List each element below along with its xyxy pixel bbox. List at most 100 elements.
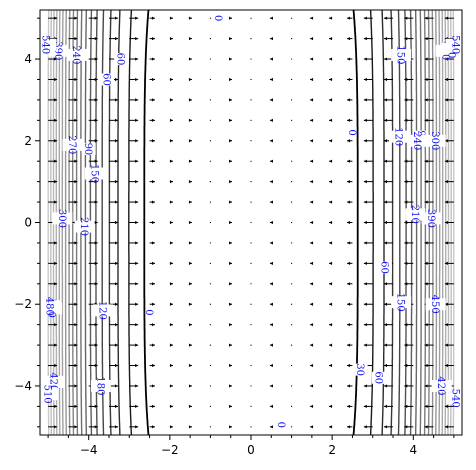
- contour-label: 60: [378, 261, 389, 274]
- vector-arrowhead: [54, 261, 58, 265]
- vector-arrowhead: [384, 139, 388, 143]
- vector-arrowhead: [94, 37, 98, 41]
- vector-arrowhead: [269, 323, 273, 327]
- vector-arrowhead: [151, 159, 155, 163]
- vector-arrowhead: [151, 323, 155, 327]
- vector-arrowhead: [188, 200, 192, 204]
- vector-arrowhead: [384, 16, 388, 20]
- contour-label: 60: [372, 371, 383, 384]
- vector-arrowhead: [114, 425, 118, 429]
- vector-arrowhead: [424, 118, 428, 122]
- vector-arrowhead: [54, 425, 58, 429]
- vector-arrowhead: [329, 343, 333, 347]
- vector-arrowhead: [94, 98, 98, 102]
- vector-arrowhead: [329, 180, 333, 184]
- vector-arrowhead: [229, 282, 233, 286]
- contour-label-bg: [62, 138, 83, 151]
- x-tick-label: −4: [80, 443, 98, 457]
- vector-arrowhead: [151, 363, 155, 368]
- vector-arrowhead: [74, 282, 78, 286]
- vector-arrowhead: [151, 77, 155, 82]
- vector-dot: [209, 262, 212, 264]
- contour-label-bg: [81, 142, 96, 155]
- contour-label: 240: [411, 131, 422, 150]
- vector-arrowhead: [269, 16, 273, 20]
- vector-arrowhead: [188, 220, 192, 225]
- y-tick-label: −2: [14, 297, 32, 311]
- vector-arrowhead: [229, 363, 233, 368]
- vector-arrowhead: [424, 159, 428, 163]
- vector-dot: [290, 17, 293, 19]
- vector-arrowhead: [151, 200, 155, 204]
- contour-label: 0: [212, 15, 223, 21]
- vector-dot: [209, 242, 212, 244]
- vector-arrowhead: [444, 57, 448, 61]
- vector-arrowhead: [229, 384, 233, 388]
- vector-arrowhead: [310, 180, 314, 184]
- vector-dot: [209, 140, 212, 142]
- vector-arrowhead: [135, 261, 139, 265]
- vector-arrowhead: [114, 282, 118, 286]
- vector-arrowhead: [424, 282, 428, 286]
- vector-arrowhead: [74, 200, 78, 204]
- vector-arrowhead: [310, 220, 314, 225]
- vector-arrowhead: [74, 77, 78, 82]
- vector-arrowhead: [329, 302, 333, 306]
- vector-arrowhead: [384, 77, 388, 82]
- contour-label-bg: [425, 298, 446, 311]
- vector-dot: [290, 78, 293, 81]
- vector-arrowhead: [384, 220, 388, 225]
- contour-label: 270: [66, 135, 77, 154]
- vector-arrowhead: [54, 363, 58, 368]
- vector-dot: [250, 78, 252, 81]
- vector-arrowhead: [74, 425, 78, 429]
- vector-arrowhead: [229, 159, 233, 163]
- vector-dot: [250, 17, 252, 19]
- contour-line-left: [143, 10, 150, 435]
- vector-arrowhead: [169, 98, 173, 102]
- y-axis-tick-labels: −4 −2 0 2 4: [14, 52, 32, 393]
- vector-arrowhead: [135, 139, 139, 143]
- vector-arrowhead: [229, 343, 233, 347]
- vector-arrowhead: [424, 323, 428, 327]
- vector-dot: [209, 99, 212, 101]
- vector-arrowhead: [114, 200, 118, 204]
- vector-arrowhead: [347, 37, 351, 41]
- vector-arrowhead: [363, 159, 367, 163]
- vector-arrowhead: [188, 241, 192, 245]
- vector-arrowhead: [94, 343, 98, 347]
- vector-arrowhead: [229, 425, 233, 429]
- vector-arrowhead: [94, 118, 98, 122]
- vector-arrowhead: [404, 220, 408, 225]
- vector-arrowhead: [269, 404, 273, 408]
- contour-label-bg: [114, 53, 129, 66]
- vector-arrowhead: [347, 200, 351, 204]
- vector-arrowhead: [169, 180, 173, 184]
- contour-label-bg: [425, 134, 446, 147]
- contour-label-bg: [36, 38, 57, 51]
- vector-arrowhead: [310, 77, 314, 82]
- vector-arrowhead: [74, 37, 78, 41]
- vector-arrowhead: [424, 180, 428, 184]
- vector-dot: [290, 344, 293, 346]
- vector-arrowhead: [229, 57, 233, 61]
- vector-arrowhead: [444, 159, 448, 163]
- vector-arrowhead: [188, 425, 192, 429]
- vector-dot: [290, 303, 293, 305]
- vector-arrowhead: [404, 343, 408, 347]
- vector-arrowhead: [310, 404, 314, 408]
- vector-arrowhead: [347, 384, 351, 388]
- vector-arrowhead: [329, 404, 333, 408]
- vector-arrowhead: [347, 425, 351, 429]
- y-tick-label: 4: [24, 52, 32, 66]
- vector-arrowhead: [135, 98, 139, 102]
- vector-arrowhead: [114, 323, 118, 327]
- vector-arrowhead: [151, 241, 155, 245]
- vector-arrowhead: [169, 384, 173, 388]
- vector-arrowhead: [151, 261, 155, 265]
- contour-line-right: [397, 10, 401, 435]
- vector-arrowhead: [151, 37, 155, 41]
- vector-arrowhead: [329, 261, 333, 265]
- contour-label-bg: [99, 73, 114, 86]
- vector-arrowhead: [114, 159, 118, 163]
